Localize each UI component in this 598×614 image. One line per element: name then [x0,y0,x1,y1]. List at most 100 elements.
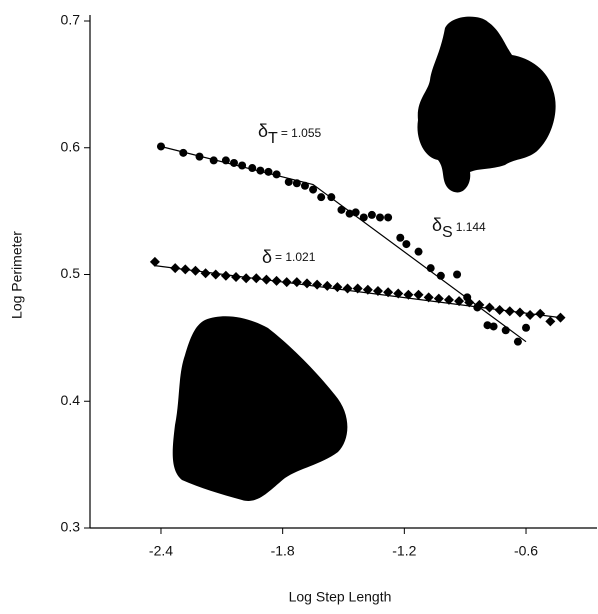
point [372,285,383,296]
point [332,282,343,293]
annotation: δS 1.144 [432,215,486,241]
y-axis-title: Log Perimeter [9,231,25,319]
point [195,152,204,161]
x-axis-title: Log Step Length [289,589,392,605]
point [555,312,566,323]
annotation-text: = 1.021 [275,250,316,264]
point [221,156,230,165]
point [327,193,336,202]
point [423,292,434,303]
point [180,264,191,275]
annotation-subscript: S [442,224,453,241]
x-tick-label: -1.2 [392,543,416,559]
point [352,283,363,294]
point [383,287,394,298]
annotation-symbol: δ [432,215,442,235]
point [291,277,302,288]
point [525,310,536,321]
point [483,321,492,330]
point [454,296,465,307]
point [535,308,546,319]
point [170,263,181,274]
point [312,279,323,290]
point [501,326,510,335]
y-tick-label: 0.7 [61,12,81,28]
point [433,293,444,304]
x-tick-label: -1.8 [271,543,295,559]
point [248,164,257,173]
point [413,289,424,300]
annotation: δT = 1.055 [258,121,322,147]
annotation-text: 1.144 [456,220,486,234]
point [359,213,368,222]
point [156,142,165,151]
point [504,306,515,317]
y-tick-label: 0.6 [61,138,81,154]
point [256,166,265,175]
point [484,302,495,313]
point [514,307,525,318]
point [494,304,505,315]
point [351,208,360,217]
point [210,269,221,280]
point [292,179,301,188]
point [402,240,411,249]
point [545,316,556,327]
point [190,265,201,276]
point [489,322,498,331]
point [301,278,312,289]
point [345,209,354,218]
point [264,167,273,176]
annotation-symbol: δ [258,121,268,141]
point [229,158,238,167]
point [271,275,282,286]
point [396,233,405,242]
point [200,268,211,279]
upper-shape [417,16,556,193]
point [337,205,346,214]
point [281,277,292,288]
annotation: δ = 1.021 [262,247,316,267]
point [238,161,247,170]
point [403,289,414,300]
fit-line [160,145,527,343]
y-tick-label: 0.4 [61,392,81,408]
point [393,288,404,299]
point [272,170,281,179]
point [251,273,262,284]
point [209,156,218,165]
point [241,273,252,284]
point [220,270,231,281]
annotation-text: = 1.055 [281,126,322,140]
point [179,148,188,157]
point [322,280,333,291]
point [367,210,376,219]
point [342,283,353,294]
point [376,213,385,222]
lower-shape [172,316,348,501]
annotation-symbol: δ [262,247,272,267]
point [474,299,485,310]
point [149,256,160,267]
y-tick-label: 0.3 [61,519,81,535]
point [317,193,326,202]
point [443,294,454,305]
point [513,337,522,346]
point [464,297,475,308]
x-tick-label: -0.6 [514,543,538,559]
point [522,323,531,332]
annotation-subscript: T [268,130,278,147]
point [261,274,272,285]
point [436,271,445,280]
point [362,284,373,295]
point [414,247,423,256]
x-tick-label: -2.4 [149,543,173,559]
y-tick-label: 0.5 [61,265,81,281]
point [231,272,242,283]
point [284,177,293,186]
point [384,213,393,222]
point [309,185,318,194]
point [300,181,309,190]
point [453,270,462,279]
